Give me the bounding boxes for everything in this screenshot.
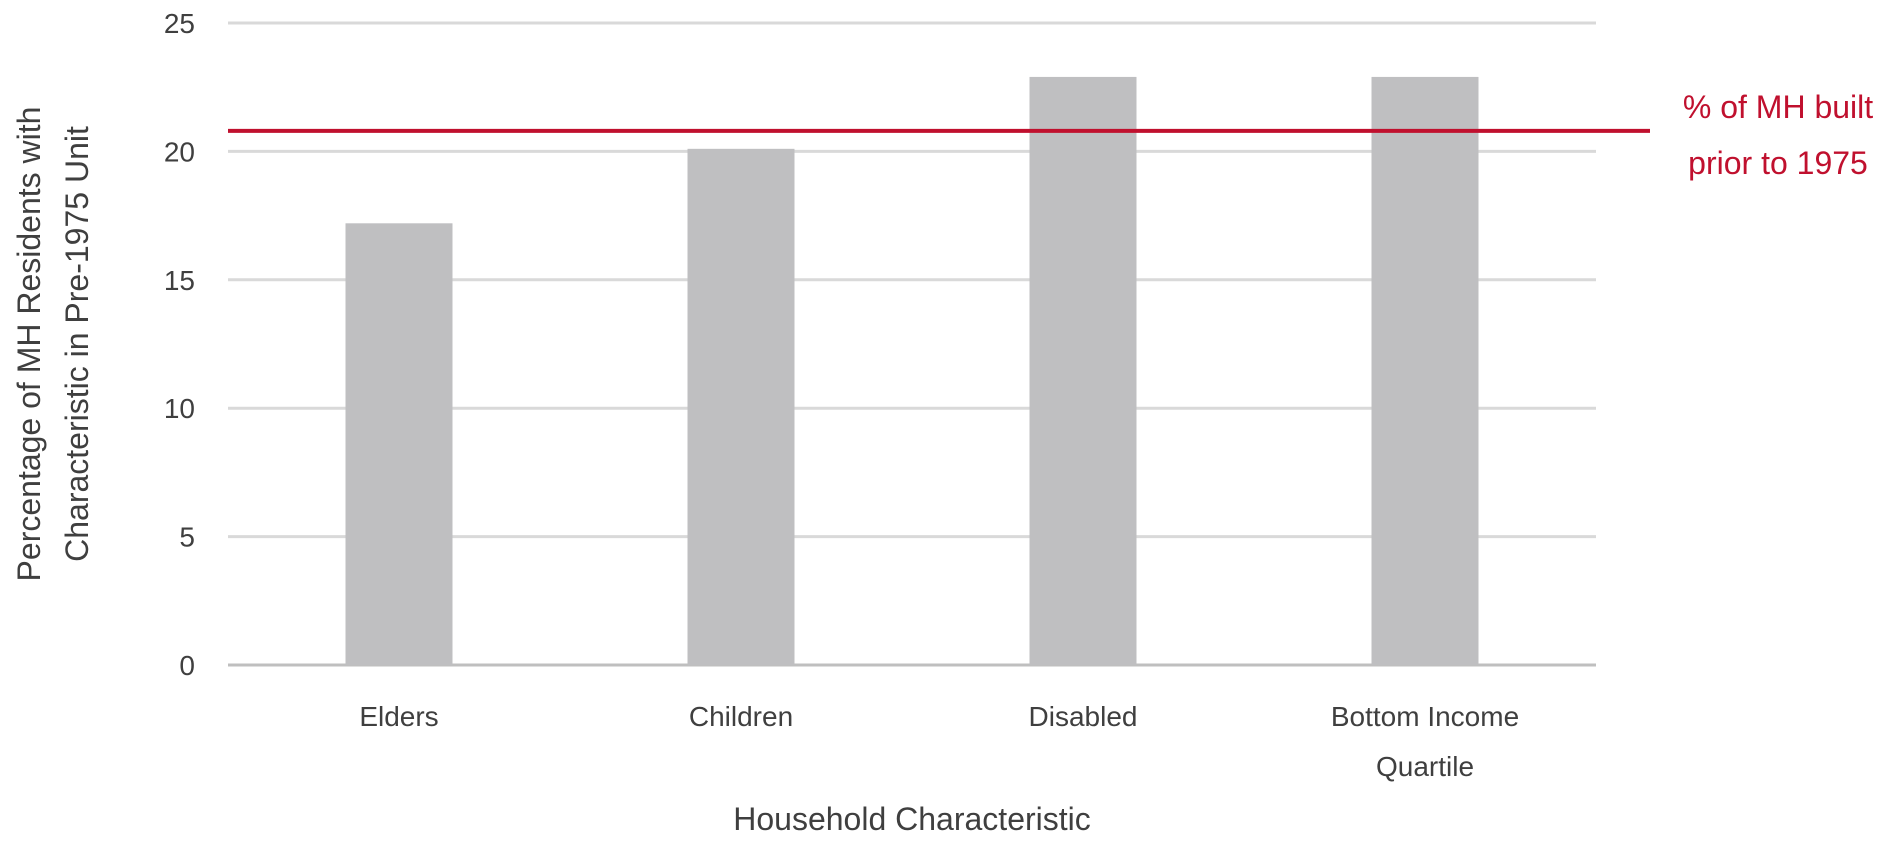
bar — [687, 148, 795, 665]
bar — [1029, 76, 1137, 666]
x-category-labels: Elders Children Disabled Bottom Income Quart… — [359, 701, 1519, 782]
gridlines — [228, 21, 1596, 667]
bar — [345, 223, 453, 665]
x-axis-title: Household Characteristic — [733, 801, 1091, 837]
reference-line-group: % of MH built prior to 1975 — [228, 89, 1873, 181]
y-tick-label: 0 — [179, 650, 195, 681]
y-tick-label: 10 — [164, 393, 195, 424]
x-tick-label: Disabled — [1029, 701, 1138, 732]
y-tick-labels: 0 5 10 15 20 25 — [164, 8, 195, 681]
y-axis-title: Percentage of MH Residents with Character… — [11, 107, 95, 582]
y-tick-label: 5 — [179, 522, 195, 553]
y-tick-label: 15 — [164, 265, 195, 296]
x-tick-label: Elders — [359, 701, 438, 732]
x-tick-label: Bottom Income Quartile — [1331, 701, 1519, 782]
y-tick-label: 20 — [164, 136, 195, 167]
reference-line-label: % of MH built prior to 1975 — [1683, 89, 1873, 181]
bar — [1371, 76, 1479, 666]
y-tick-label: 25 — [164, 8, 195, 39]
x-tick-label: Children — [689, 701, 793, 732]
bars — [345, 76, 1479, 666]
